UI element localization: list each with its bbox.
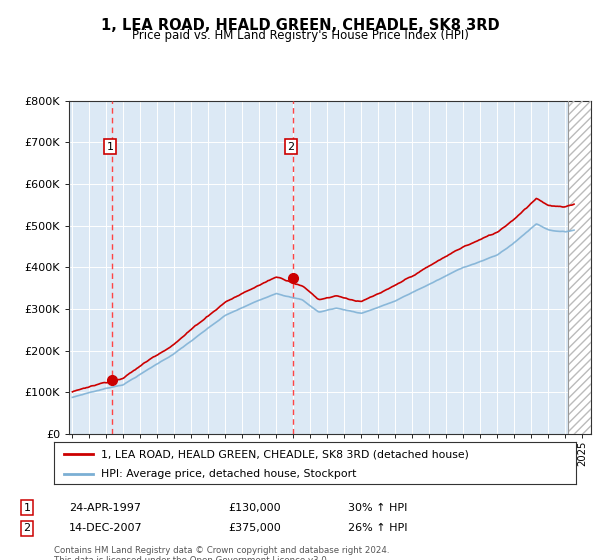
- Text: 1, LEA ROAD, HEALD GREEN, CHEADLE, SK8 3RD (detached house): 1, LEA ROAD, HEALD GREEN, CHEADLE, SK8 3…: [101, 449, 469, 459]
- Text: 26% ↑ HPI: 26% ↑ HPI: [348, 523, 407, 533]
- Text: 1: 1: [23, 503, 31, 513]
- Text: 2: 2: [23, 523, 31, 533]
- Text: 14-DEC-2007: 14-DEC-2007: [69, 523, 143, 533]
- Text: £130,000: £130,000: [228, 503, 281, 513]
- Text: £375,000: £375,000: [228, 523, 281, 533]
- Bar: [568, 101, 591, 434]
- Text: 1: 1: [106, 142, 113, 152]
- Text: Price paid vs. HM Land Registry's House Price Index (HPI): Price paid vs. HM Land Registry's House …: [131, 29, 469, 42]
- Text: 1, LEA ROAD, HEALD GREEN, CHEADLE, SK8 3RD: 1, LEA ROAD, HEALD GREEN, CHEADLE, SK8 3…: [101, 18, 499, 33]
- Text: 2: 2: [287, 142, 295, 152]
- Text: Contains HM Land Registry data © Crown copyright and database right 2024.
This d: Contains HM Land Registry data © Crown c…: [54, 546, 389, 560]
- Bar: [568, 101, 591, 434]
- Text: 30% ↑ HPI: 30% ↑ HPI: [348, 503, 407, 513]
- Text: HPI: Average price, detached house, Stockport: HPI: Average price, detached house, Stoc…: [101, 469, 356, 479]
- Text: 24-APR-1997: 24-APR-1997: [69, 503, 141, 513]
